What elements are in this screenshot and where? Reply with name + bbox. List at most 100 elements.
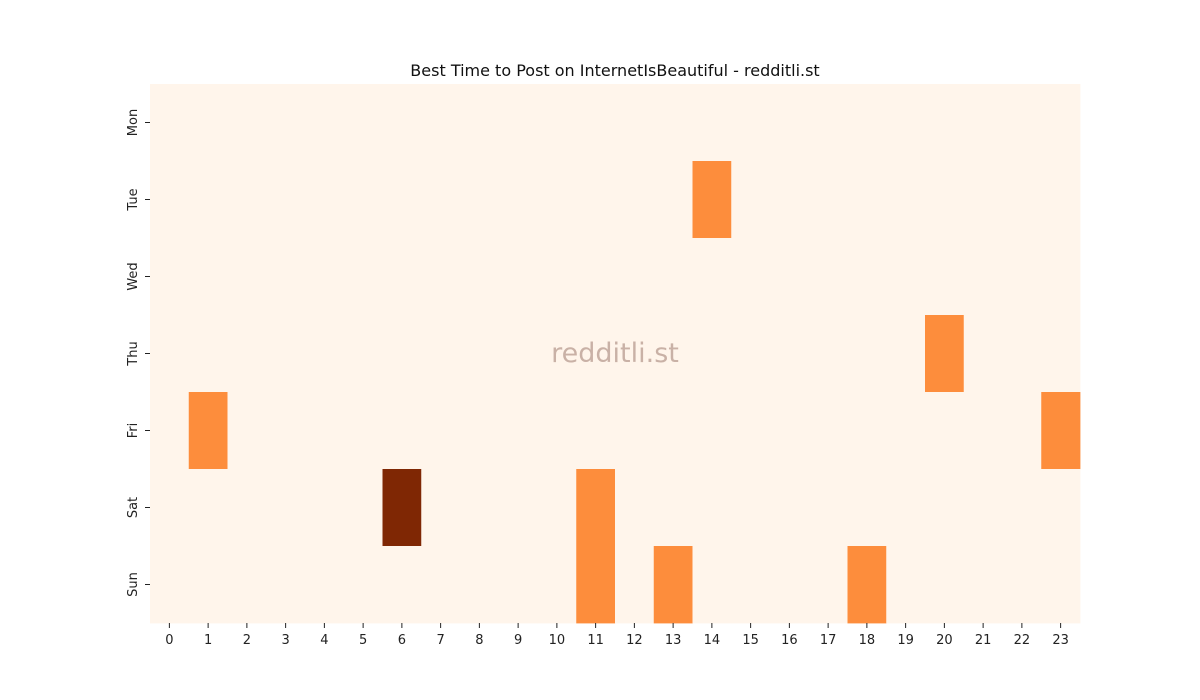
- heatmap-cell-fri-5: [343, 392, 383, 470]
- heatmap-cell-sat-17: [808, 469, 848, 547]
- heatmap-cell-sun-15: [731, 546, 771, 624]
- heatmap-cell-mon-16: [770, 84, 810, 162]
- x-tick-label: 14: [704, 633, 721, 648]
- heatmap-cell-mon-13: [653, 84, 693, 162]
- heatmap-cell-sat-16: [770, 469, 810, 547]
- y-tick-label: Mon: [126, 109, 141, 136]
- heatmap-cell-sat-19: [886, 469, 926, 547]
- heatmap-cell-thu-15: [731, 315, 771, 393]
- heatmap-cell-tue-13: [653, 161, 693, 239]
- heatmap-cell-tue-23: [1041, 161, 1081, 239]
- heatmap-cell-fri-19: [886, 392, 926, 470]
- heatmap-cell-thu-10: [537, 315, 577, 393]
- heatmap-cell-wed-19: [886, 238, 926, 316]
- watermark-text: redditli.st: [551, 338, 679, 369]
- heatmap-cell-tue-19: [886, 161, 926, 239]
- heatmap-cell-sat-4: [305, 469, 345, 547]
- heatmap-cell-sat-0: [150, 469, 190, 547]
- heatmap-cell-sun-6: [382, 546, 422, 624]
- heatmap-cell-mon-10: [537, 84, 577, 162]
- heatmap-cell-sun-22: [1002, 546, 1042, 624]
- x-tick-label: 5: [359, 633, 367, 648]
- heatmap-cell-fri-13: [653, 392, 693, 470]
- heatmap-cell-fri-2: [227, 392, 267, 470]
- heatmap-cell-thu-0: [150, 315, 190, 393]
- heatmap-cell-fri-7: [421, 392, 461, 470]
- heatmap-cell-tue-22: [1002, 161, 1042, 239]
- heatmap-cell-sat-3: [266, 469, 306, 547]
- x-tick-label: 4: [320, 633, 328, 648]
- heatmap-cell-mon-14: [692, 84, 732, 162]
- x-tick-label: 19: [897, 633, 914, 648]
- heatmap-cell-mon-17: [808, 84, 848, 162]
- heatmap-cell-fri-11: [576, 392, 616, 470]
- heatmap-cell-sun-13: [653, 546, 693, 624]
- heatmap-cell-wed-1: [188, 238, 228, 316]
- heatmap-cell-tue-7: [421, 161, 461, 239]
- heatmap-cell-sun-21: [963, 546, 1003, 624]
- heatmap-cell-tue-1: [188, 161, 228, 239]
- heatmap-cell-sun-16: [770, 546, 810, 624]
- heatmap-cell-mon-20: [925, 84, 965, 162]
- x-tick-label: 0: [165, 633, 173, 648]
- heatmap-cell-sun-19: [886, 546, 926, 624]
- x-tick-label: 10: [549, 633, 566, 648]
- x-tick-label: 23: [1052, 633, 1069, 648]
- x-tick-label: 8: [475, 633, 483, 648]
- heatmap-cell-fri-12: [615, 392, 655, 470]
- heatmap-cell-thu-21: [963, 315, 1003, 393]
- heatmap-cell-wed-5: [343, 238, 383, 316]
- heatmap-cell-sun-10: [537, 546, 577, 624]
- heatmap-cell-mon-12: [615, 84, 655, 162]
- heatmap-cell-thu-16: [770, 315, 810, 393]
- heatmap-cell-mon-8: [460, 84, 500, 162]
- heatmap-cell-tue-11: [576, 161, 616, 239]
- heatmap-cell-mon-9: [498, 84, 538, 162]
- heatmap-cell-sat-23: [1041, 469, 1081, 547]
- x-tick-label: 21: [975, 633, 992, 648]
- heatmap-cell-mon-0: [150, 84, 190, 162]
- heatmap-cell-thu-3: [266, 315, 306, 393]
- heatmap-cell-sun-1: [188, 546, 228, 624]
- heatmap-cell-wed-14: [692, 238, 732, 316]
- heatmap-cell-sun-23: [1041, 546, 1081, 624]
- heatmap-cell-fri-22: [1002, 392, 1042, 470]
- heatmap-cell-mon-22: [1002, 84, 1042, 162]
- heatmap-cell-tue-4: [305, 161, 345, 239]
- heatmap-cell-wed-0: [150, 238, 190, 316]
- heatmap-cell-mon-21: [963, 84, 1003, 162]
- heatmap-cell-fri-9: [498, 392, 538, 470]
- heatmap-cell-fri-16: [770, 392, 810, 470]
- heatmap-cell-wed-9: [498, 238, 538, 316]
- heatmap-cell-sat-21: [963, 469, 1003, 547]
- heatmap-cell-sat-1: [188, 469, 228, 547]
- heatmap-cell-fri-0: [150, 392, 190, 470]
- heatmap-cell-mon-7: [421, 84, 461, 162]
- heatmap-cell-wed-3: [266, 238, 306, 316]
- heatmap-cell-sun-0: [150, 546, 190, 624]
- heatmap-cell-tue-20: [925, 161, 965, 239]
- x-tick-label: 17: [820, 633, 837, 648]
- heatmap-cell-sat-10: [537, 469, 577, 547]
- heatmap-cell-thu-4: [305, 315, 345, 393]
- heatmap-cell-sat-22: [1002, 469, 1042, 547]
- heatmap-cell-sun-9: [498, 546, 538, 624]
- heatmap-cell-thu-1: [188, 315, 228, 393]
- heatmap-cell-sun-3: [266, 546, 306, 624]
- heatmap-cell-sat-5: [343, 469, 383, 547]
- heatmap-cell-fri-21: [963, 392, 1003, 470]
- heatmap-cell-thu-17: [808, 315, 848, 393]
- heatmap-cell-fri-18: [847, 392, 887, 470]
- heatmap-cell-wed-8: [460, 238, 500, 316]
- heatmap-cell-sat-20: [925, 469, 965, 547]
- heatmap-cell-tue-9: [498, 161, 538, 239]
- heatmap-cell-thu-6: [382, 315, 422, 393]
- heatmap-cell-tue-21: [963, 161, 1003, 239]
- heatmap-cell-sun-8: [460, 546, 500, 624]
- heatmap-cell-thu-23: [1041, 315, 1081, 393]
- heatmap-cell-sun-14: [692, 546, 732, 624]
- heatmap-cell-thu-8: [460, 315, 500, 393]
- chart-title: Best Time to Post on InternetIsBeautiful…: [410, 61, 819, 80]
- heatmap-cell-fri-17: [808, 392, 848, 470]
- heatmap-cell-wed-20: [925, 238, 965, 316]
